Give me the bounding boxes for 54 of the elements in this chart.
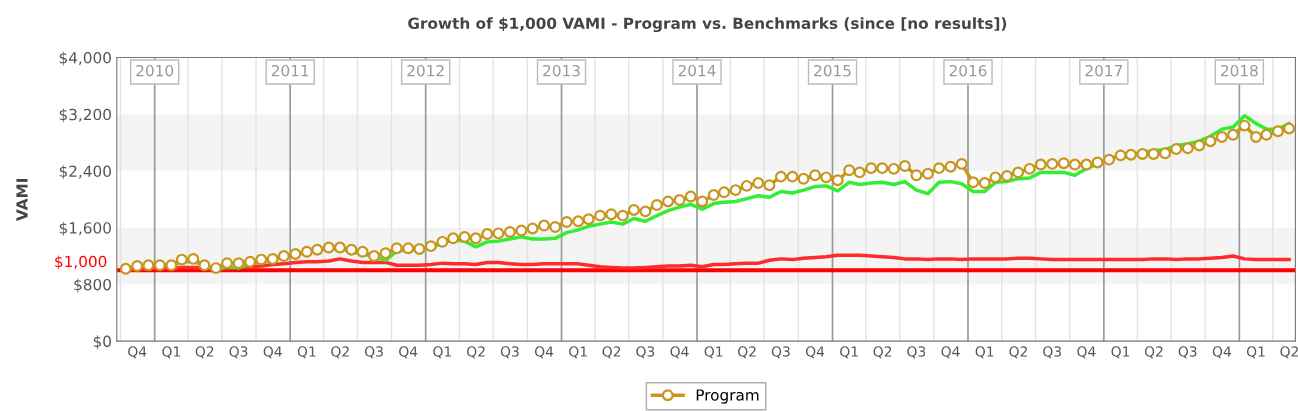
x-tick-label: Q4 — [670, 346, 689, 359]
x-tick-label: Q2 — [738, 346, 756, 359]
x-tick-label: Q1 — [569, 346, 587, 359]
x-tick-label: Q3 — [364, 346, 383, 359]
chart-title: Growth of $1,000 VAMI - Program vs. Benchmarks (since [no results]) — [408, 17, 1007, 33]
ref-line-label: 2016 — [949, 64, 987, 77]
x-tick-label: Q2 — [467, 346, 485, 359]
x-tick-label: Q2 — [602, 346, 621, 359]
x-tick-label: Q1 — [840, 346, 858, 359]
y-tick-label: $2,400 — [59, 165, 111, 180]
x-tick-label: Q4 — [805, 346, 825, 359]
x-tick-label: Q2 — [1144, 346, 1163, 359]
y-tick-label: $3,200 — [59, 108, 111, 123]
ref-line-label: 2015 — [814, 64, 851, 77]
ref-line-label: 2010 — [136, 64, 174, 77]
ref-line-label: 2013 — [543, 64, 580, 77]
legend-label: Program — [696, 389, 759, 404]
x-tick-label: Q1 — [433, 346, 451, 359]
x-tick-label: Q4 — [941, 346, 960, 359]
x-tick-label: Q3 — [771, 346, 790, 359]
x-tick-label: Q3 — [1043, 346, 1062, 359]
x-tick-label: Q1 — [704, 346, 723, 359]
x-tick-label: Q4 — [534, 346, 554, 359]
x-tick-label: Q3 — [500, 346, 519, 359]
x-tick-label: Q3 — [1178, 346, 1197, 359]
x-tick-label: Q2 — [331, 346, 349, 359]
x-tick-label: Q1 — [1246, 346, 1265, 359]
ref-line-label: 2011 — [271, 64, 309, 77]
x-tick-label: Q2 — [195, 346, 214, 359]
x-tick-label: Q4 — [1077, 346, 1096, 359]
y-axis-title: VAMI — [16, 178, 28, 222]
x-tick-label: Q1 — [975, 346, 994, 359]
y-tick-label: $4,000 — [59, 51, 111, 66]
x-tick-label: Q4 — [263, 346, 282, 359]
x-tick-label: Q3 — [907, 346, 926, 359]
x-tick-label: Q3 — [636, 346, 655, 359]
ref-line-label: $1,000 — [55, 255, 107, 270]
x-tick-label: Q1 — [297, 346, 316, 359]
x-tick-label: Q1 — [1111, 346, 1130, 359]
ref-line-label: 2014 — [678, 64, 716, 77]
x-tick-label: Q4 — [1212, 346, 1232, 359]
x-tick-label: Q4 — [399, 346, 418, 359]
x-tick-label: Q3 — [229, 346, 248, 359]
ref-line-label: 2018 — [1221, 64, 1258, 77]
ref-line-label: 2017 — [1085, 64, 1122, 77]
y-tick-label: $800 — [74, 278, 111, 293]
x-tick-label: Q4 — [128, 346, 147, 359]
x-tick-label: Q2 — [1009, 346, 1027, 359]
y-tick-label: $0 — [93, 335, 111, 350]
ref-line-label: 2012 — [407, 64, 444, 77]
y-tick-label: $1,600 — [59, 221, 111, 236]
x-tick-label: Q2 — [873, 346, 892, 359]
x-tick-label: Q1 — [162, 346, 180, 359]
x-tick-label: Q2 — [1280, 346, 1298, 359]
